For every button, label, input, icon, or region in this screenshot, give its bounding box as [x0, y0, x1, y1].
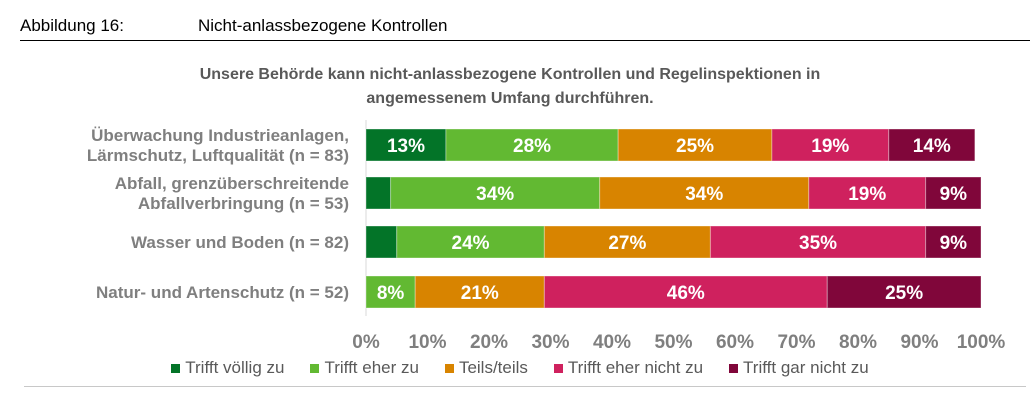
data-label: 9% — [940, 233, 968, 254]
x-tick-label: 40% — [593, 332, 631, 353]
data-label: 27% — [608, 233, 646, 254]
legend-item: Trifft gar nicht zu — [729, 357, 869, 379]
figure-header: Abbildung 16: Nicht-anlassbezogene Kontr… — [20, 12, 1030, 41]
bar-segment — [365, 275, 416, 309]
x-tick-label: 100% — [957, 332, 1006, 353]
bar-segment — [390, 176, 601, 210]
data-label: 19% — [848, 184, 886, 205]
chart-title-line-2: angemessenem Umfang durchführen. — [366, 90, 654, 107]
x-tick-label: 90% — [900, 332, 938, 353]
data-label: 34% — [685, 184, 723, 205]
bar-segment — [808, 176, 927, 210]
legend-label: Teils/teils — [458, 358, 528, 377]
bar-segment — [445, 128, 619, 162]
legend-swatch-icon — [310, 363, 320, 373]
legend-item: Trifft eher nicht zu — [553, 357, 704, 379]
x-tick-label: 0% — [352, 332, 380, 353]
legend-item: Trifft eher zu — [310, 357, 419, 379]
legend-swatch-icon — [444, 363, 454, 373]
legend-label: Trifft eher zu — [324, 358, 419, 377]
bar-segment — [365, 225, 398, 259]
data-label: 13% — [387, 136, 425, 157]
x-tick-label: 80% — [839, 332, 877, 353]
category-label: Natur- und Artenschutz (n = 52) — [96, 283, 349, 302]
data-label: 28% — [513, 136, 551, 157]
data-label: 14% — [913, 136, 951, 157]
chart-legend: Trifft völlig zu Trifft eher zu Teils/teil… — [130, 357, 910, 379]
bar-segment — [599, 176, 810, 210]
data-label: 19% — [811, 136, 849, 157]
data-label: 25% — [885, 283, 923, 304]
legend-swatch-icon — [729, 363, 739, 373]
data-label: 8% — [377, 283, 405, 304]
legend-label: Trifft völlig zu — [185, 358, 285, 377]
bar-segment — [414, 275, 545, 309]
x-tick-label: 60% — [716, 332, 754, 353]
x-tick-label: 70% — [777, 332, 815, 353]
x-tick-label: 30% — [531, 332, 569, 353]
bar-segment — [365, 128, 447, 162]
data-label: 25% — [676, 136, 714, 157]
category-label: Abfallverbringung (n = 53) — [138, 194, 349, 213]
data-label: 21% — [461, 283, 499, 304]
category-label: Abfall, grenzüberschreitende — [115, 174, 349, 193]
chart-title-line-1: Unsere Behörde kann nicht-anlassbezogene… — [199, 66, 821, 83]
legend-swatch-icon — [171, 363, 181, 373]
bar-segment — [925, 176, 982, 210]
figure-title: Nicht-anlassbezogene Kontrollen — [198, 16, 448, 35]
legend-swatch-icon — [553, 363, 563, 373]
bar-segment — [888, 128, 976, 162]
figure-number: Abbildung 16: — [20, 16, 124, 35]
data-label: 34% — [476, 184, 514, 205]
data-label: 35% — [799, 233, 837, 254]
bar-segment — [826, 275, 982, 309]
bar-segment — [709, 225, 927, 259]
x-tick-label: 50% — [654, 332, 692, 353]
x-tick-label: 10% — [408, 332, 446, 353]
data-label: 24% — [452, 233, 490, 254]
data-label: 9% — [940, 184, 968, 205]
category-label: Lärmschutz, Luftqualität (n = 83) — [87, 146, 349, 165]
data-label: 46% — [667, 283, 705, 304]
bar-segment — [925, 225, 982, 259]
bar-segment — [365, 176, 392, 210]
bottom-divider — [24, 386, 1026, 387]
legend-item: Teils/teils — [444, 357, 528, 379]
legend-label: Trifft eher nicht zu — [567, 358, 704, 377]
bar-segment — [543, 275, 828, 309]
category-label: Wasser und Boden (n = 82) — [131, 233, 349, 252]
bar-segment — [543, 225, 711, 259]
chart-title: Unsere Behörde kann nicht-anlassbezogene… — [130, 63, 890, 111]
x-tick-label: 20% — [470, 332, 508, 353]
legend-label: Trifft gar nicht zu — [743, 358, 869, 377]
legend-item: Trifft völlig zu — [171, 357, 284, 379]
category-label: Überwachung Industrieanlagen, — [91, 126, 349, 145]
